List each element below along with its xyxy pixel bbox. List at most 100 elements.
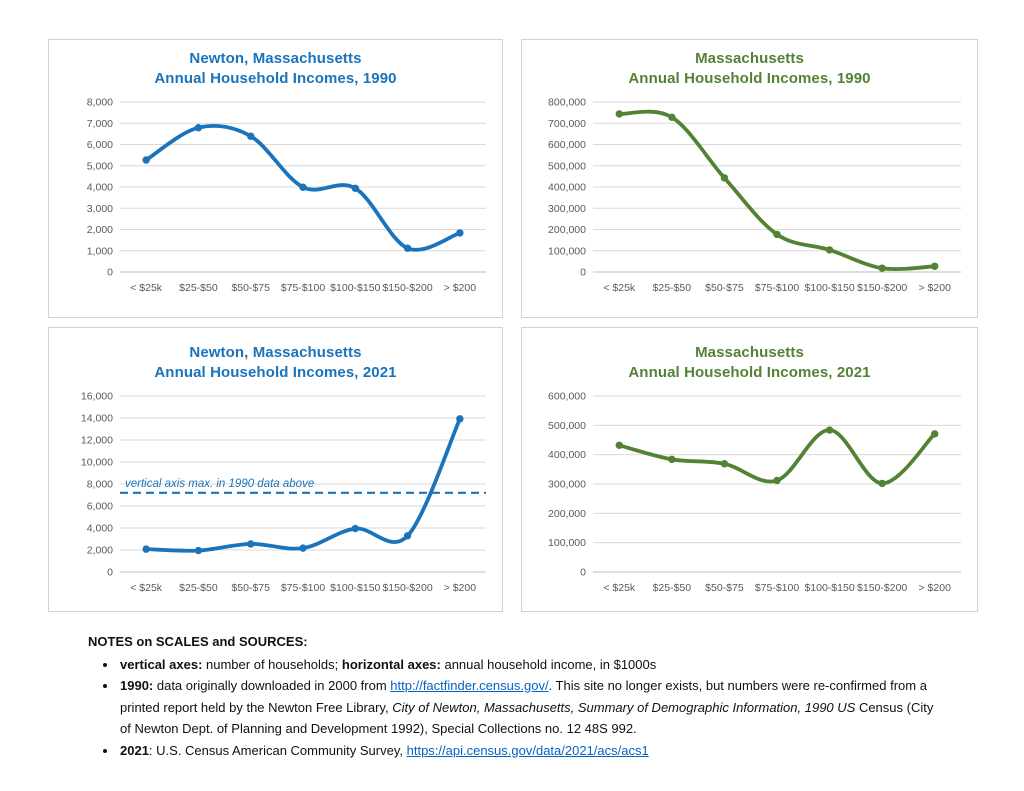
svg-text:$25-$50: $25-$50 [652, 582, 691, 594]
data-points [141, 415, 464, 555]
svg-text:200,000: 200,000 [548, 224, 586, 236]
data-point [141, 545, 150, 553]
svg-text:0: 0 [580, 567, 586, 579]
data-point [930, 430, 938, 438]
svg-text:400,000: 400,000 [548, 182, 586, 194]
svg-text:$25-$50: $25-$50 [652, 282, 691, 294]
chart-canvas: 0 2,000 4,000 6,000 8,000 10,000 12,000 14,000 1… [80, 391, 486, 594]
chart-title-line1: Newton, Massachusetts [189, 344, 362, 361]
svg-text:100,000: 100,000 [548, 245, 586, 257]
x-axis-labels: < $25k $25-$50 $50-$75 $75-$100 $100-$150 $15… [603, 582, 951, 594]
note-text-run: vertical axes: [120, 656, 203, 672]
gridlines [592, 101, 961, 273]
source-link[interactable]: https://api.census.gov/data/2021/acs/acs… [406, 742, 649, 758]
data-point [455, 229, 464, 237]
svg-text:< $25k: < $25k [130, 582, 163, 594]
x-axis-labels: < $25k $25-$50 $50-$75 $75-$100 $100-$150 $15… [130, 282, 476, 294]
chart-canvas-host: 0 1,000 2,000 3,000 4,000 5,000 6,000 7,000 8,00… [56, 94, 496, 305]
svg-text:800,000: 800,000 [548, 97, 586, 109]
data-point [403, 244, 411, 252]
svg-text:$75-$100: $75-$100 [754, 282, 799, 294]
source-link[interactable]: http://factfinder.census.gov/ [390, 678, 549, 693]
svg-text:600,000: 600,000 [548, 139, 586, 151]
charts-grid: Newton, Massachusetts Annual Household I… [48, 39, 978, 612]
y-axis-labels: 0 1,000 2,000 3,000 4,000 5,000 6,000 7,000 8,00… [86, 97, 112, 279]
chart-canvas-host: 0 2,000 4,000 6,000 8,000 10,000 12,000 14,000 1… [56, 388, 496, 605]
data-point [298, 544, 307, 552]
svg-text:$100-$150: $100-$150 [804, 282, 854, 294]
svg-text:7,000: 7,000 [86, 118, 112, 130]
svg-text:400,000: 400,000 [548, 449, 586, 461]
svg-text:5,000: 5,000 [86, 160, 112, 172]
x-axis-labels: < $25k $25-$50 $50-$75 $75-$100 $100-$150 $15… [130, 582, 476, 594]
svg-text:700,000: 700,000 [548, 118, 586, 130]
data-point [246, 132, 254, 140]
note-text-run: number of households; [202, 656, 342, 672]
data-point [667, 455, 676, 464]
svg-text:6,000: 6,000 [86, 139, 112, 151]
svg-text:$50-$75: $50-$75 [705, 582, 744, 594]
chart-title-line2: Annual Household Incomes, 2021 [628, 364, 871, 381]
x-axis-labels: < $25k $25-$50 $50-$75 $75-$100 $100-$150 $15… [603, 282, 951, 294]
chart-panel-massachusetts-1990: Massachusetts Annual Household Incomes, … [521, 39, 978, 318]
chart-canvas-host: 0 100,000 200,000 300,000 400,000 500,000 600,… [529, 94, 971, 305]
data-point [877, 479, 886, 488]
svg-text:100,000: 100,000 [548, 537, 586, 549]
annotation-label: vertical axis max. in 1990 data above [125, 478, 314, 490]
svg-text:300,000: 300,000 [548, 479, 586, 491]
svg-text:3,000: 3,000 [86, 203, 112, 215]
svg-text:1,000: 1,000 [86, 245, 112, 257]
chart-title-line1: Massachusetts [695, 344, 804, 361]
svg-text:$150-$200: $150-$200 [857, 282, 907, 294]
data-point [772, 476, 781, 485]
series-line [616, 428, 937, 486]
svg-text:> $200: > $200 [443, 282, 476, 294]
svg-text:14,000: 14,000 [80, 413, 112, 425]
chart-panel-massachusetts-2021: Massachusetts Annual Household Incomes, … [521, 327, 978, 612]
svg-text:500,000: 500,000 [548, 160, 586, 172]
svg-text:0: 0 [580, 267, 586, 279]
data-point [825, 426, 833, 434]
chart-title: Newton, Massachusetts Annual Household I… [154, 49, 396, 89]
svg-text:16,000: 16,000 [80, 391, 112, 403]
svg-text:< $25k: < $25k [603, 582, 636, 594]
notes-section: NOTES on SCALES and SOURCES: vertical ax… [88, 631, 946, 761]
svg-text:> $200: > $200 [918, 582, 951, 594]
data-point [194, 546, 202, 555]
chart-title-line2: Annual Household Incomes, 1990 [628, 70, 871, 87]
svg-text:600,000: 600,000 [548, 391, 586, 403]
data-point [720, 460, 728, 468]
data-point [930, 262, 938, 270]
chart-title-line2: Annual Household Incomes, 1990 [154, 70, 397, 87]
data-point [615, 441, 623, 449]
data-point [667, 113, 676, 121]
svg-text:< $25k: < $25k [603, 282, 636, 294]
note-text-run: 1990: [120, 678, 154, 693]
svg-text:200,000: 200,000 [548, 508, 586, 520]
svg-text:$100-$150: $100-$150 [330, 582, 380, 594]
y-axis-labels: 0 100,000 200,000 300,000 400,000 500,000 600,… [548, 391, 586, 579]
svg-text:$25-$50: $25-$50 [179, 582, 218, 594]
y-axis-labels: 0 100,000 200,000 300,000 400,000 500,000 600,… [548, 97, 586, 279]
note-text-run: : U.S. Census American Community Survey, [148, 742, 407, 758]
data-point [615, 110, 623, 118]
chart-title-line2: Annual Household Incomes, 2021 [154, 364, 397, 381]
data-point [194, 124, 202, 132]
data-point [351, 184, 359, 192]
svg-text:4,000: 4,000 [86, 523, 112, 535]
data-point [351, 524, 359, 533]
chart-title-line1: Massachusetts [695, 50, 804, 67]
data-points [615, 426, 938, 488]
svg-text:10,000: 10,000 [80, 457, 112, 469]
svg-text:< $25k: < $25k [130, 282, 163, 294]
note-text-run: horizontal axes: [341, 656, 441, 672]
chart-canvas: 0 100,000 200,000 300,000 400,000 500,000 600,… [548, 391, 961, 594]
chart-panel-newton-1990: Newton, Massachusetts Annual Household I… [48, 39, 503, 318]
svg-text:$75-$100: $75-$100 [280, 582, 325, 594]
svg-text:$100-$150: $100-$150 [804, 582, 854, 594]
note-text-run: . This site no longer exists, but number… [120, 678, 927, 715]
svg-text:> $200: > $200 [918, 282, 951, 294]
svg-text:0: 0 [107, 567, 113, 579]
svg-text:> $200: > $200 [443, 582, 476, 594]
svg-text:$75-$100: $75-$100 [280, 282, 325, 294]
